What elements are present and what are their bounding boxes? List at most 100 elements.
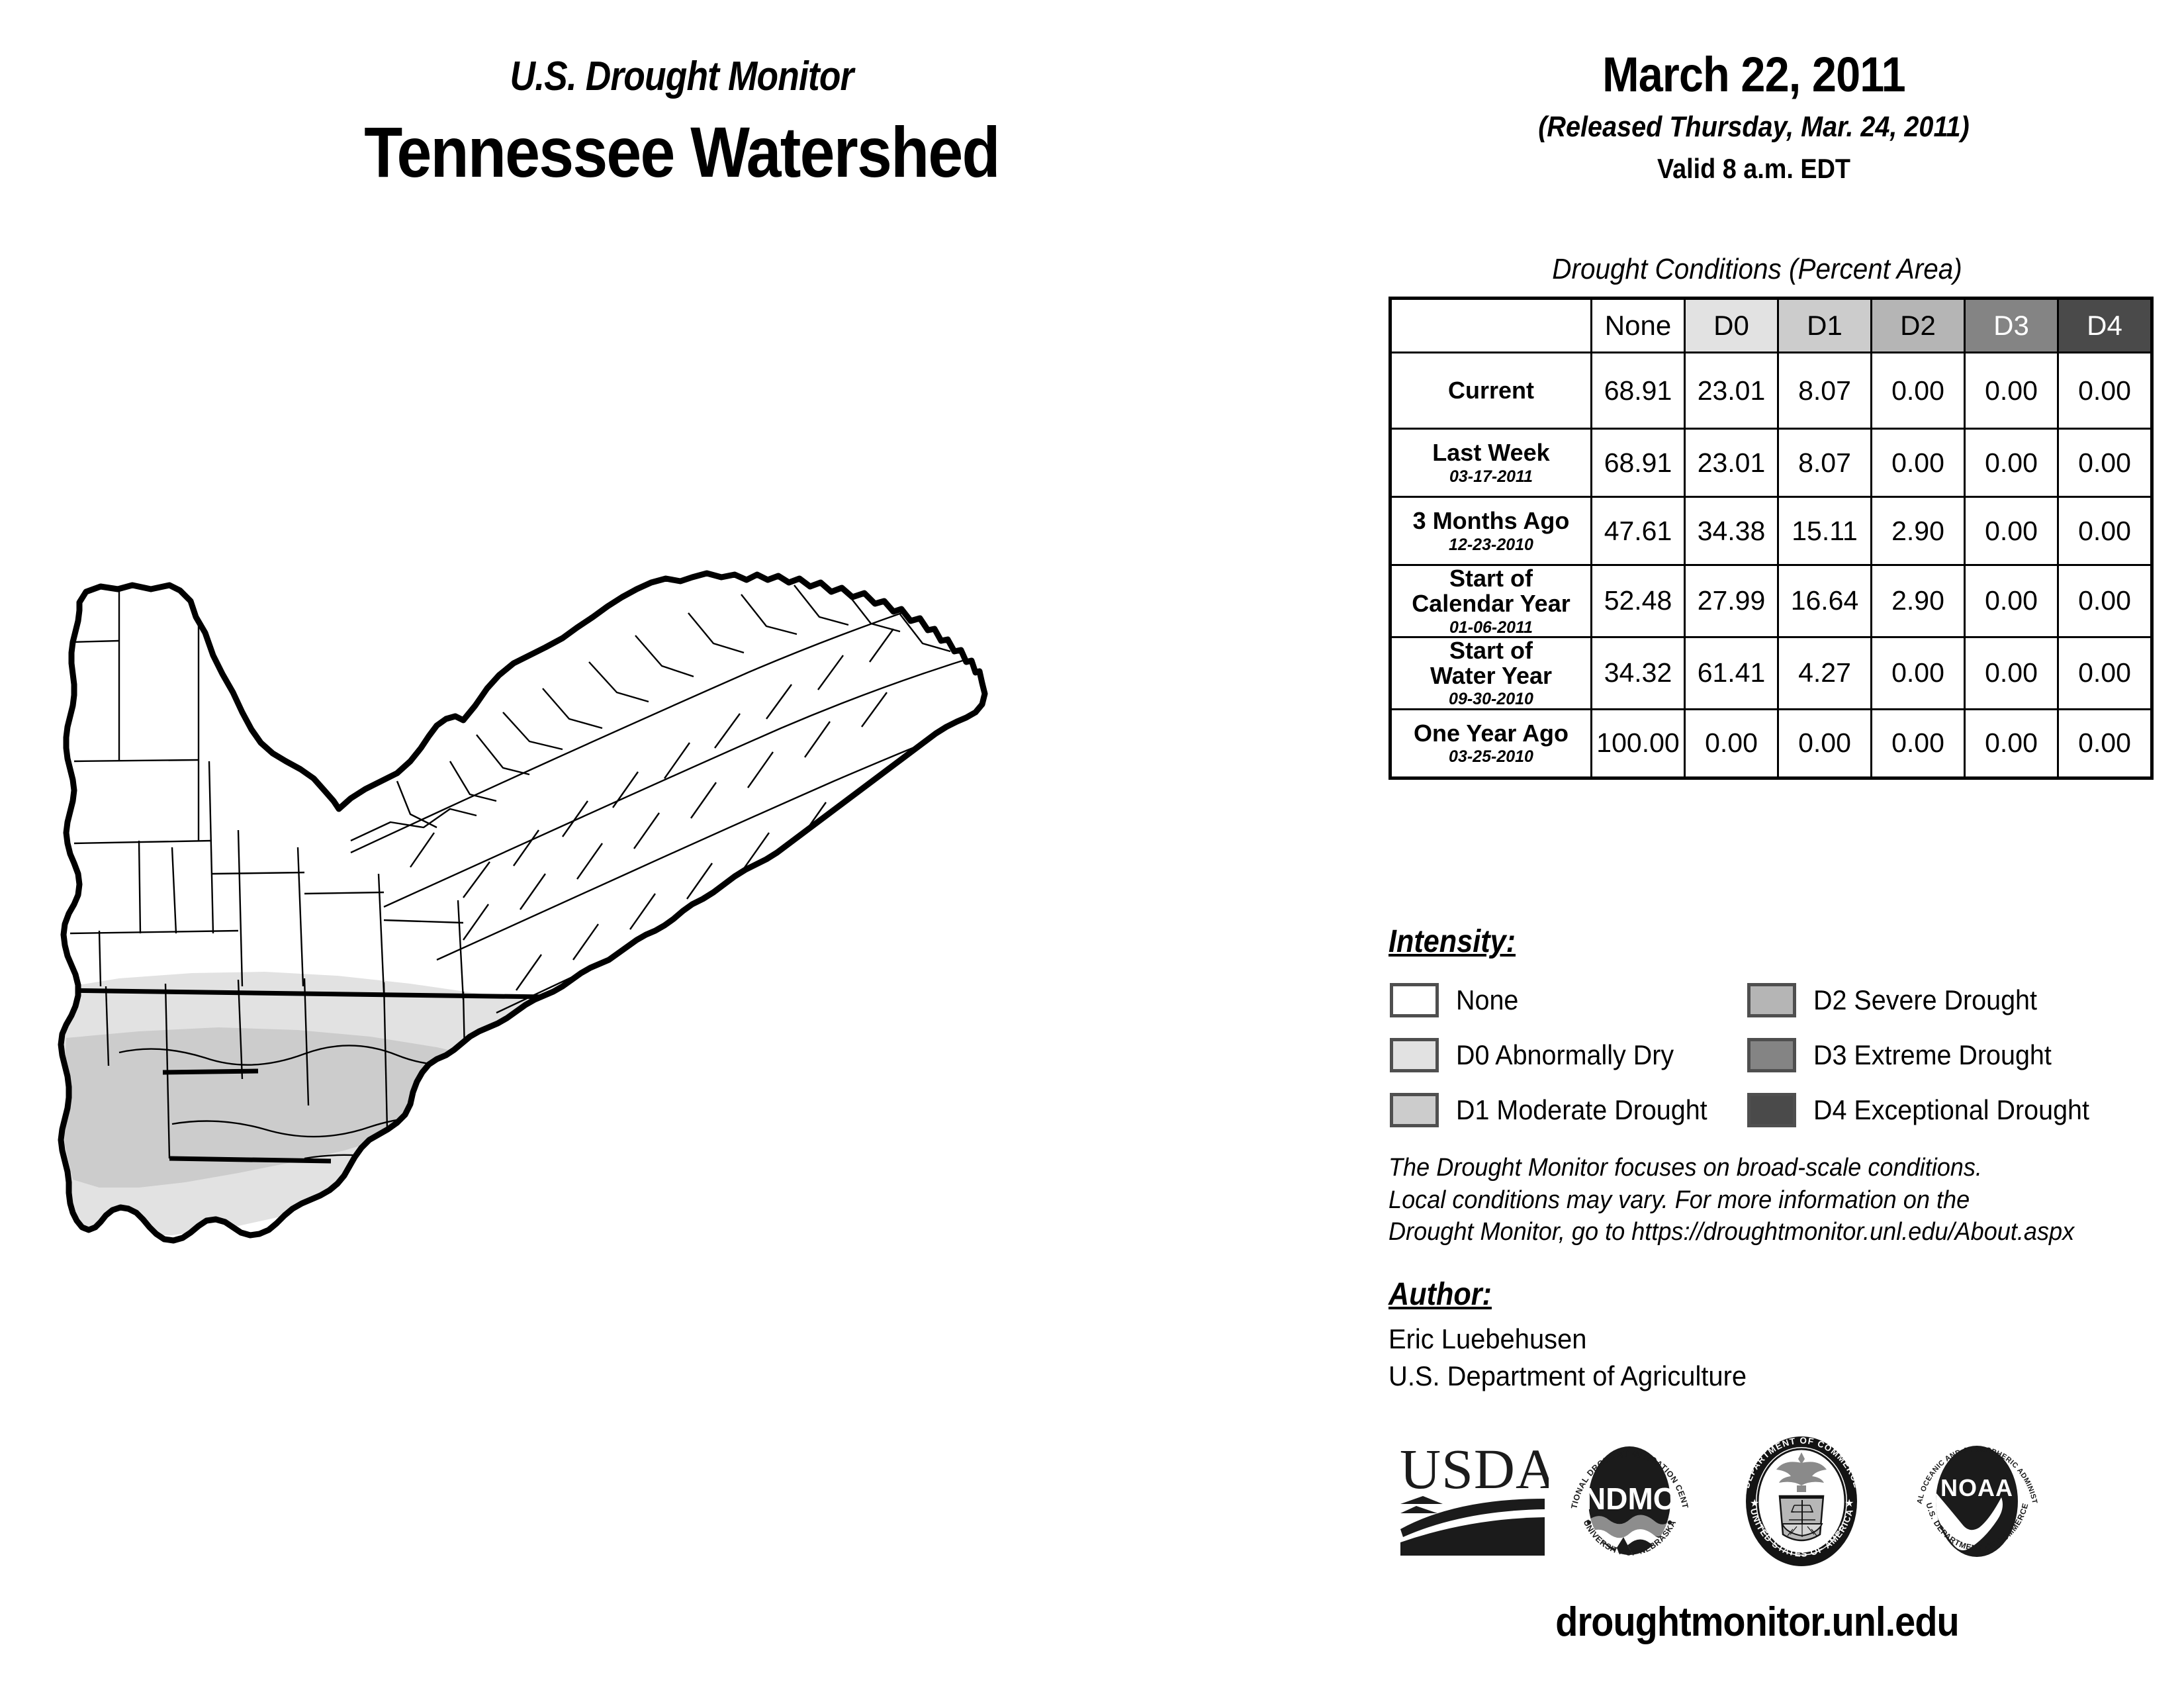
disclaimer-line-2: Local conditions may vary. For more info… <box>1388 1186 1970 1214</box>
page-title: Tennessee Watershed <box>364 112 1000 192</box>
cell-d1-row5: 4.27 <box>1777 635 1872 710</box>
cell-d2-row1: 0.00 <box>1870 352 1966 430</box>
legend-swatch-d0 <box>1390 1038 1439 1072</box>
cell-d0-row2: 23.01 <box>1684 428 1779 498</box>
author-heading: Author: <box>1388 1277 1492 1312</box>
legend-item-d3: D3 Extreme Drought <box>1747 1028 2107 1082</box>
cell-d0-row5: 61.41 <box>1684 635 1779 710</box>
cell-none-row2: 68.91 <box>1590 428 1686 498</box>
legend-item-none: None <box>1390 973 1723 1027</box>
svg-text:NOAA: NOAA <box>1940 1474 2013 1501</box>
legend-item-d0: D0 Abnormally Dry <box>1390 1028 1723 1082</box>
cell-d0-row3: 34.38 <box>1684 496 1779 566</box>
author-organization: U.S. Department of Agriculture <box>1388 1360 1747 1391</box>
cell-d4-row4: 0.00 <box>2057 564 2153 638</box>
row-label-4: Start of Calendar Year 01-06-2011 <box>1389 564 1592 638</box>
cell-d3-row2: 0.00 <box>1964 428 2059 498</box>
row-label-text: Start of Calendar Year <box>1412 565 1570 617</box>
legend-label-none: None <box>1456 984 1519 1015</box>
svg-text:★: ★ <box>1750 1498 1759 1509</box>
row-label-text: Last Week <box>1432 438 1550 466</box>
author-name: Eric Luebehusen <box>1388 1323 1587 1354</box>
page-subtitle: U.S. Drought Monitor <box>510 54 854 99</box>
report-date: March 22, 2011 <box>1602 47 1906 102</box>
cell-d4-row6: 0.00 <box>2057 708 2153 779</box>
svg-text:USDA: USDA <box>1400 1437 1549 1501</box>
cell-none-row3: 47.61 <box>1590 496 1686 566</box>
usda-logo: USDA <box>1400 1437 1549 1556</box>
row-label-5: Start of Water Year 09-30-2010 <box>1389 635 1592 710</box>
intensity-legend-left-column: None D0 Abnormally Dry D1 Moderate Droug… <box>1390 973 1723 1138</box>
legend-swatch-none <box>1390 983 1439 1017</box>
legend-item-d1: D1 Moderate Drought <box>1390 1083 1723 1137</box>
drought-map <box>40 563 1357 1357</box>
legend-item-d4: D4 Exceptional Drought <box>1747 1083 2107 1137</box>
column-header-d2: D2 <box>1870 297 1966 353</box>
cell-d0-row4: 27.99 <box>1684 564 1779 638</box>
drought-conditions-table: None D0 D1 D2 D3 D4 Current 68.91 23.01 8.0… <box>1388 297 2154 780</box>
drought-shading-group <box>61 972 741 1235</box>
row-label-date: 12-23-2010 <box>1449 535 1533 554</box>
row-label-3: 3 Months Ago 12-23-2010 <box>1389 496 1592 566</box>
cell-d2-row6: 0.00 <box>1870 708 1966 779</box>
disclaimer-line-1: The Drought Monitor focuses on broad-sca… <box>1388 1154 1982 1182</box>
table-caption: Drought Conditions (Percent Area) <box>1552 253 1962 285</box>
cell-d4-row5: 0.00 <box>2057 635 2153 710</box>
cell-d2-row2: 0.00 <box>1870 428 1966 498</box>
cell-d4-row1: 0.00 <box>2057 352 2153 430</box>
cell-d3-row3: 0.00 <box>1964 496 2059 566</box>
intensity-legend-right-column: D2 Severe Drought D3 Extreme Drought D4 … <box>1747 973 2107 1138</box>
doc-seal-logo: DEPARTMENT OF COMMERCE UNITED STATES OF … <box>1741 1436 1862 1566</box>
cell-d3-row4: 0.00 <box>1964 564 2059 638</box>
cell-d4-row2: 0.00 <box>2057 428 2153 498</box>
svg-text:★: ★ <box>1844 1498 1854 1509</box>
cell-d0-row6: 0.00 <box>1684 708 1779 779</box>
table-corner-spacer <box>1390 299 1592 353</box>
row-label-text: Start of Water Year <box>1430 636 1553 689</box>
row-label-date: 03-25-2010 <box>1449 747 1533 767</box>
cell-d3-row1: 0.00 <box>1964 352 2059 430</box>
legend-item-d2: D2 Severe Drought <box>1747 973 2107 1027</box>
cell-none-row1: 68.91 <box>1590 352 1686 430</box>
row-label-date: 03-17-2011 <box>1449 467 1533 486</box>
legend-swatch-d3 <box>1747 1038 1796 1072</box>
disclaimer-text: The Drought Monitor focuses on broad-sca… <box>1388 1152 2130 1248</box>
noaa-logo: NOAA NATIONAL OCEANIC AND ATMOSPHERIC AD… <box>1906 1430 2038 1557</box>
cell-d1-row1: 8.07 <box>1777 352 1872 430</box>
table-row: Start of Water Year 09-30-2010 34.32 61.41 4.… <box>1389 635 2153 710</box>
footer-url: droughtmonitor.unl.edu <box>1555 1599 1959 1645</box>
author-block: Eric Luebehusen U.S. Department of Agric… <box>1388 1321 1747 1395</box>
page-title-block: U.S. Drought Monitor Tennessee Watershed <box>0 53 1363 193</box>
table-header-row: None D0 D1 D2 D3 D4 <box>1390 297 2153 353</box>
cell-d1-row4: 16.64 <box>1777 564 1872 638</box>
table-row: 3 Months Ago 12-23-2010 47.61 34.38 15.11 2.9… <box>1389 496 2153 566</box>
legend-swatch-d4 <box>1747 1093 1796 1127</box>
disclaimer-line-3: Drought Monitor, go to https://droughtmo… <box>1388 1218 2075 1246</box>
row-label-date: 01-06-2011 <box>1449 618 1533 637</box>
legend-label-d4: D4 Exceptional Drought <box>1813 1094 2089 1125</box>
column-header-d1: D1 <box>1777 297 1872 353</box>
legend-label-d3: D3 Extreme Drought <box>1813 1039 2052 1070</box>
cell-d1-row2: 8.07 <box>1777 428 1872 498</box>
table-row: Last Week 03-17-2011 68.91 23.01 8.07 0.00 0.0… <box>1389 428 2153 498</box>
row-label-text: Current <box>1447 377 1534 404</box>
legend-label-d1: D1 Moderate Drought <box>1456 1094 1707 1125</box>
cell-d4-row3: 0.00 <box>2057 496 2153 566</box>
cell-none-row5: 34.32 <box>1590 635 1686 710</box>
cell-none-row6: 100.00 <box>1590 708 1686 779</box>
legend-swatch-d2 <box>1747 983 1796 1017</box>
cell-d2-row4: 2.90 <box>1870 564 1966 638</box>
cell-d1-row3: 15.11 <box>1777 496 1872 566</box>
cell-d3-row6: 0.00 <box>1964 708 2059 779</box>
tennessee-watershed-map-svg <box>40 563 1357 1357</box>
cell-none-row4: 52.48 <box>1590 564 1686 638</box>
table-row: Current 68.91 23.01 8.07 0.00 0.00 0.00 <box>1389 352 2153 430</box>
report-date-block: March 22, 2011 (Released Thursday, Mar. … <box>1363 46 2144 185</box>
intensity-heading: Intensity: <box>1388 924 1516 959</box>
cell-d3-row5: 0.00 <box>1964 635 2059 710</box>
row-label-text: One Year Ago <box>1413 719 1569 747</box>
cell-d2-row3: 2.90 <box>1870 496 1966 566</box>
cell-d2-row5: 0.00 <box>1870 635 1966 710</box>
column-header-d3: D3 <box>1964 297 2059 353</box>
report-valid-time: Valid 8 a.m. EDT <box>1657 153 1851 184</box>
